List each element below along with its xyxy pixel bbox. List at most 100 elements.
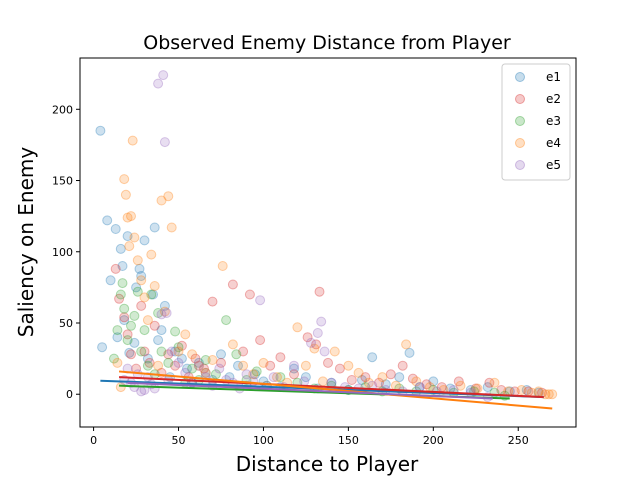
trend-line-e4 [118, 370, 553, 410]
data-point-e2 [227, 279, 238, 290]
data-point-e4 [272, 372, 282, 383]
data-point-e5 [312, 328, 323, 338]
data-point-e4 [547, 389, 558, 400]
data-point-e2 [136, 300, 147, 311]
data-point-e4 [411, 376, 422, 387]
legend: e1 e2 e3 e4 e5 [501, 63, 571, 181]
y-tick-label: 50 [59, 317, 73, 330]
data-point-e1 [404, 347, 415, 358]
data-point-e4 [156, 195, 167, 206]
data-point-e1 [102, 215, 113, 226]
data-point-e3 [156, 346, 167, 357]
data-point-e2 [421, 379, 432, 390]
legend-label-e1: e1 [546, 70, 561, 84]
data-point-e4 [258, 357, 269, 368]
data-point-e1 [110, 224, 121, 234]
data-point-e2 [190, 353, 201, 364]
data-point-e5 [166, 346, 177, 357]
data-point-e1 [482, 382, 493, 393]
x-tick-label: 250 [508, 434, 529, 447]
data-point-e2 [216, 357, 226, 368]
data-point-e5 [326, 377, 337, 388]
y-axis-label: Saliency on Enemy [14, 147, 38, 338]
data-point-e4 [516, 385, 527, 395]
data-point-e2 [144, 357, 155, 368]
data-point-e2 [176, 340, 187, 351]
x-tick-label: 200 [423, 434, 444, 447]
data-point-e2 [397, 360, 408, 371]
data-point-e1 [233, 360, 243, 371]
data-point-e2 [302, 332, 313, 343]
x-tick-label: 100 [253, 434, 274, 447]
data-point-e2 [170, 360, 181, 371]
data-point-e4 [455, 380, 466, 391]
data-point-e5 [241, 369, 252, 380]
data-point-e3 [139, 325, 150, 336]
data-point-e2 [385, 369, 396, 380]
data-point-e4 [120, 189, 131, 200]
data-point-e4 [401, 339, 412, 350]
data-point-e1 [182, 363, 192, 374]
data-point-e4 [207, 355, 218, 365]
data-point-e1 [97, 342, 108, 353]
data-point-e2 [334, 363, 345, 374]
x-tick-label: 50 [172, 434, 186, 447]
data-point-e3 [231, 349, 242, 360]
data-point-e1 [115, 243, 126, 254]
data-point-e4 [248, 369, 259, 380]
data-point-e1 [112, 332, 123, 343]
legend-marker-e2 [515, 94, 525, 104]
data-point-e4 [543, 389, 554, 400]
data-point-e4 [112, 357, 123, 368]
data-point-e2 [323, 357, 333, 368]
y-tick-label: 150 [52, 175, 73, 188]
data-point-e4 [317, 376, 328, 387]
data-point-e3 [163, 357, 174, 368]
data-point-e1 [216, 349, 226, 360]
data-point-e4 [292, 322, 303, 333]
data-point-e2 [149, 320, 160, 331]
data-point-e1 [428, 376, 439, 387]
data-point-e3 [112, 325, 123, 336]
data-point-e2 [238, 346, 249, 357]
data-point-e1 [193, 357, 204, 368]
data-point-e2 [275, 352, 286, 363]
data-point-e4 [180, 329, 191, 340]
data-point-e2 [314, 286, 325, 297]
data-point-e2 [289, 369, 299, 380]
data-point-e3 [126, 320, 136, 331]
data-point-e4 [119, 174, 130, 185]
data-point-e4 [127, 135, 138, 146]
data-point-e3 [173, 342, 184, 353]
data-point-e4 [166, 222, 177, 233]
data-point-e4 [217, 261, 228, 271]
data-point-e2 [199, 363, 209, 374]
legend-label-e5: e5 [546, 158, 561, 172]
data-point-e1 [122, 231, 133, 242]
data-point-e1 [129, 337, 140, 348]
data-point-e1 [117, 261, 128, 271]
x-tick-label: 0 [90, 434, 97, 447]
data-point-e2 [407, 373, 418, 384]
data-point-e4 [300, 360, 311, 371]
legend-marker-e5 [515, 160, 525, 170]
data-point-e2 [122, 329, 133, 340]
data-point-e5 [159, 137, 170, 148]
data-point-e3 [142, 360, 153, 371]
data-point-e3 [251, 366, 262, 377]
data-point-e4 [153, 360, 164, 371]
data-point-e2 [119, 312, 130, 323]
data-point-e5 [149, 383, 160, 394]
data-point-e4 [124, 241, 135, 252]
data-point-e1 [250, 369, 260, 380]
x-axis-label: Distance to Player [236, 452, 419, 476]
points-layer [95, 70, 558, 403]
trend-line-e5 [127, 381, 493, 400]
data-point-e5 [268, 372, 279, 383]
data-point-e1 [105, 275, 116, 286]
data-point-e2 [374, 377, 384, 388]
legend-marker-e1 [515, 72, 525, 82]
data-point-e5 [139, 385, 150, 395]
data-point-e4 [227, 339, 238, 350]
trend-line-e2 [119, 376, 544, 399]
